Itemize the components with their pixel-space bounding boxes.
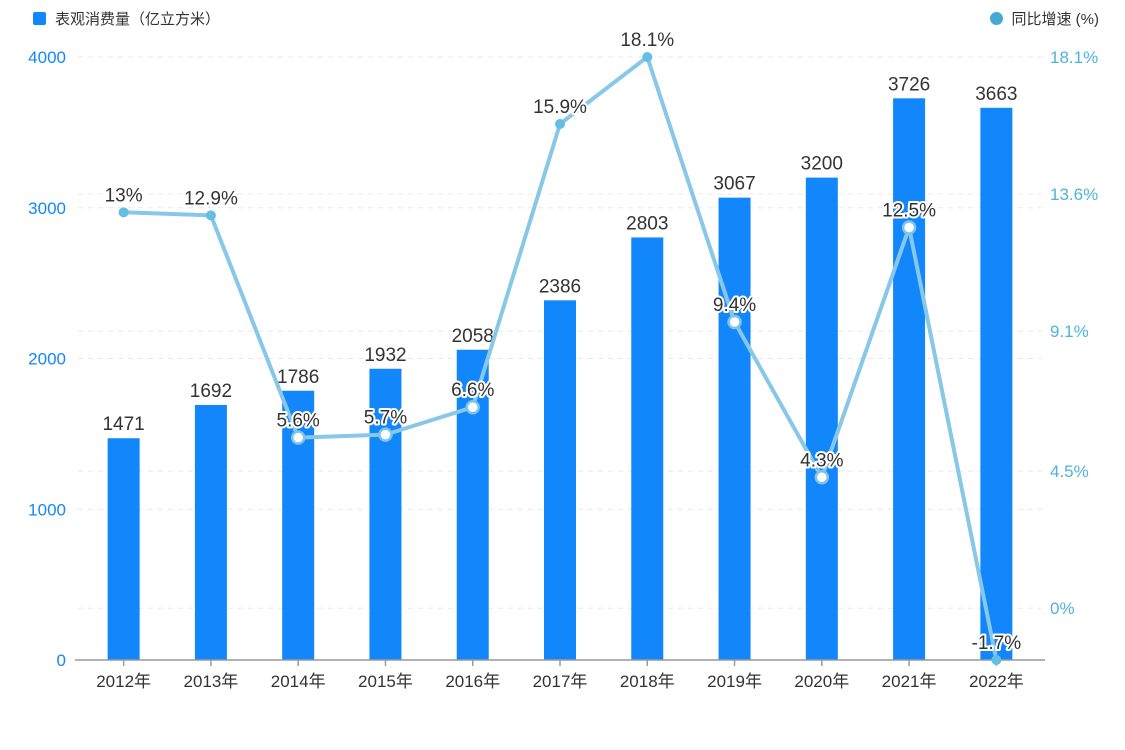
bar [805,177,838,660]
x-axis-label: 2022年 [969,672,1024,691]
line-marker [642,52,653,62]
line-marker [991,655,1002,665]
line-marker [118,207,129,218]
legend-growth-label: 同比增速 (%) [1011,11,1100,28]
x-axis-label: 2019年 [707,672,762,691]
bar [369,368,402,660]
left-axis-tick-label: 2000 [28,350,66,369]
x-axis-label: 2017年 [533,672,588,691]
x-axis-label: 2015年 [358,672,413,691]
right-axis-tick-label: 4.5% [1050,462,1089,481]
line-marker [555,119,565,129]
bar [107,438,140,660]
right-axis-tick-label: 0% [1050,599,1075,618]
bar [544,300,576,660]
bar [631,237,664,660]
growth-point-label: 18.1% [620,30,674,51]
growth-point-label: 5.7% [364,408,407,429]
line-series-swatch-icon [989,12,1003,25]
bar-series-swatch-icon [33,12,46,25]
line-marker-hollow [727,314,742,330]
bar-value-label: 3726 [888,74,930,95]
bar-value-label: 3200 [801,154,843,175]
bar [980,107,1013,661]
bar-value-label: 2058 [452,326,494,347]
legend-consumption-label: 表观消费量（亿立方米） [55,11,221,28]
right-axis-tick-label: 9.1% [1050,322,1089,341]
line-marker [205,210,216,221]
growth-point-label: 4.3% [800,450,843,471]
bar-value-label: 2386 [539,276,581,297]
left-axis-tick-label: 0 [57,651,66,670]
x-axis-label: 2018年 [620,672,675,691]
left-axis-tick-label: 3000 [28,199,66,218]
bar-value-label: 2803 [626,213,668,234]
growth-point-label: -1.7% [972,633,1022,654]
x-axis-label: 2016年 [445,672,500,691]
growth-point-label: 15.9% [533,97,587,118]
line-marker-hollow [901,220,917,235]
left-axis-tick-label: 4000 [28,48,66,67]
growth-point-label: 12.9% [184,188,238,209]
bar [718,197,751,660]
legend-item-growth[interactable]: 同比增速 (%) [989,8,1100,29]
bar-value-label: 1471 [102,414,144,435]
x-axis-label: 2020年 [794,672,849,691]
bar-value-label: 3067 [713,174,755,195]
line-marker-hollow [814,470,830,485]
growth-point-label: 13% [105,185,143,206]
x-axis-label: 2021年 [882,672,937,691]
bar [194,404,227,660]
line-marker-hollow [290,430,306,445]
x-axis-label: 2013年 [183,672,238,691]
bar-value-label: 3663 [975,84,1017,105]
line-marker-hollow [378,427,393,442]
left-axis-tick-label: 1000 [28,500,66,519]
bar-value-label: 1932 [364,345,406,366]
growth-point-label: 9.4% [713,295,756,316]
growth-point-label: 5.6% [277,411,320,432]
bar [893,98,926,661]
right-axis-tick-label: 13.6% [1050,185,1098,204]
bar-value-label: 1786 [277,367,319,388]
legend-item-consumption[interactable]: 表观消费量（亿立方米） [33,8,220,29]
growth-point-label: 12.5% [882,201,936,222]
growth-point-label: 6.6% [451,380,494,401]
x-axis-label: 2012年 [96,672,151,691]
line-marker-hollow [465,399,480,415]
right-axis-tick-label: 18.1% [1050,48,1098,67]
bar-value-label: 1692 [190,381,232,402]
x-axis-label: 2014年 [271,672,326,691]
